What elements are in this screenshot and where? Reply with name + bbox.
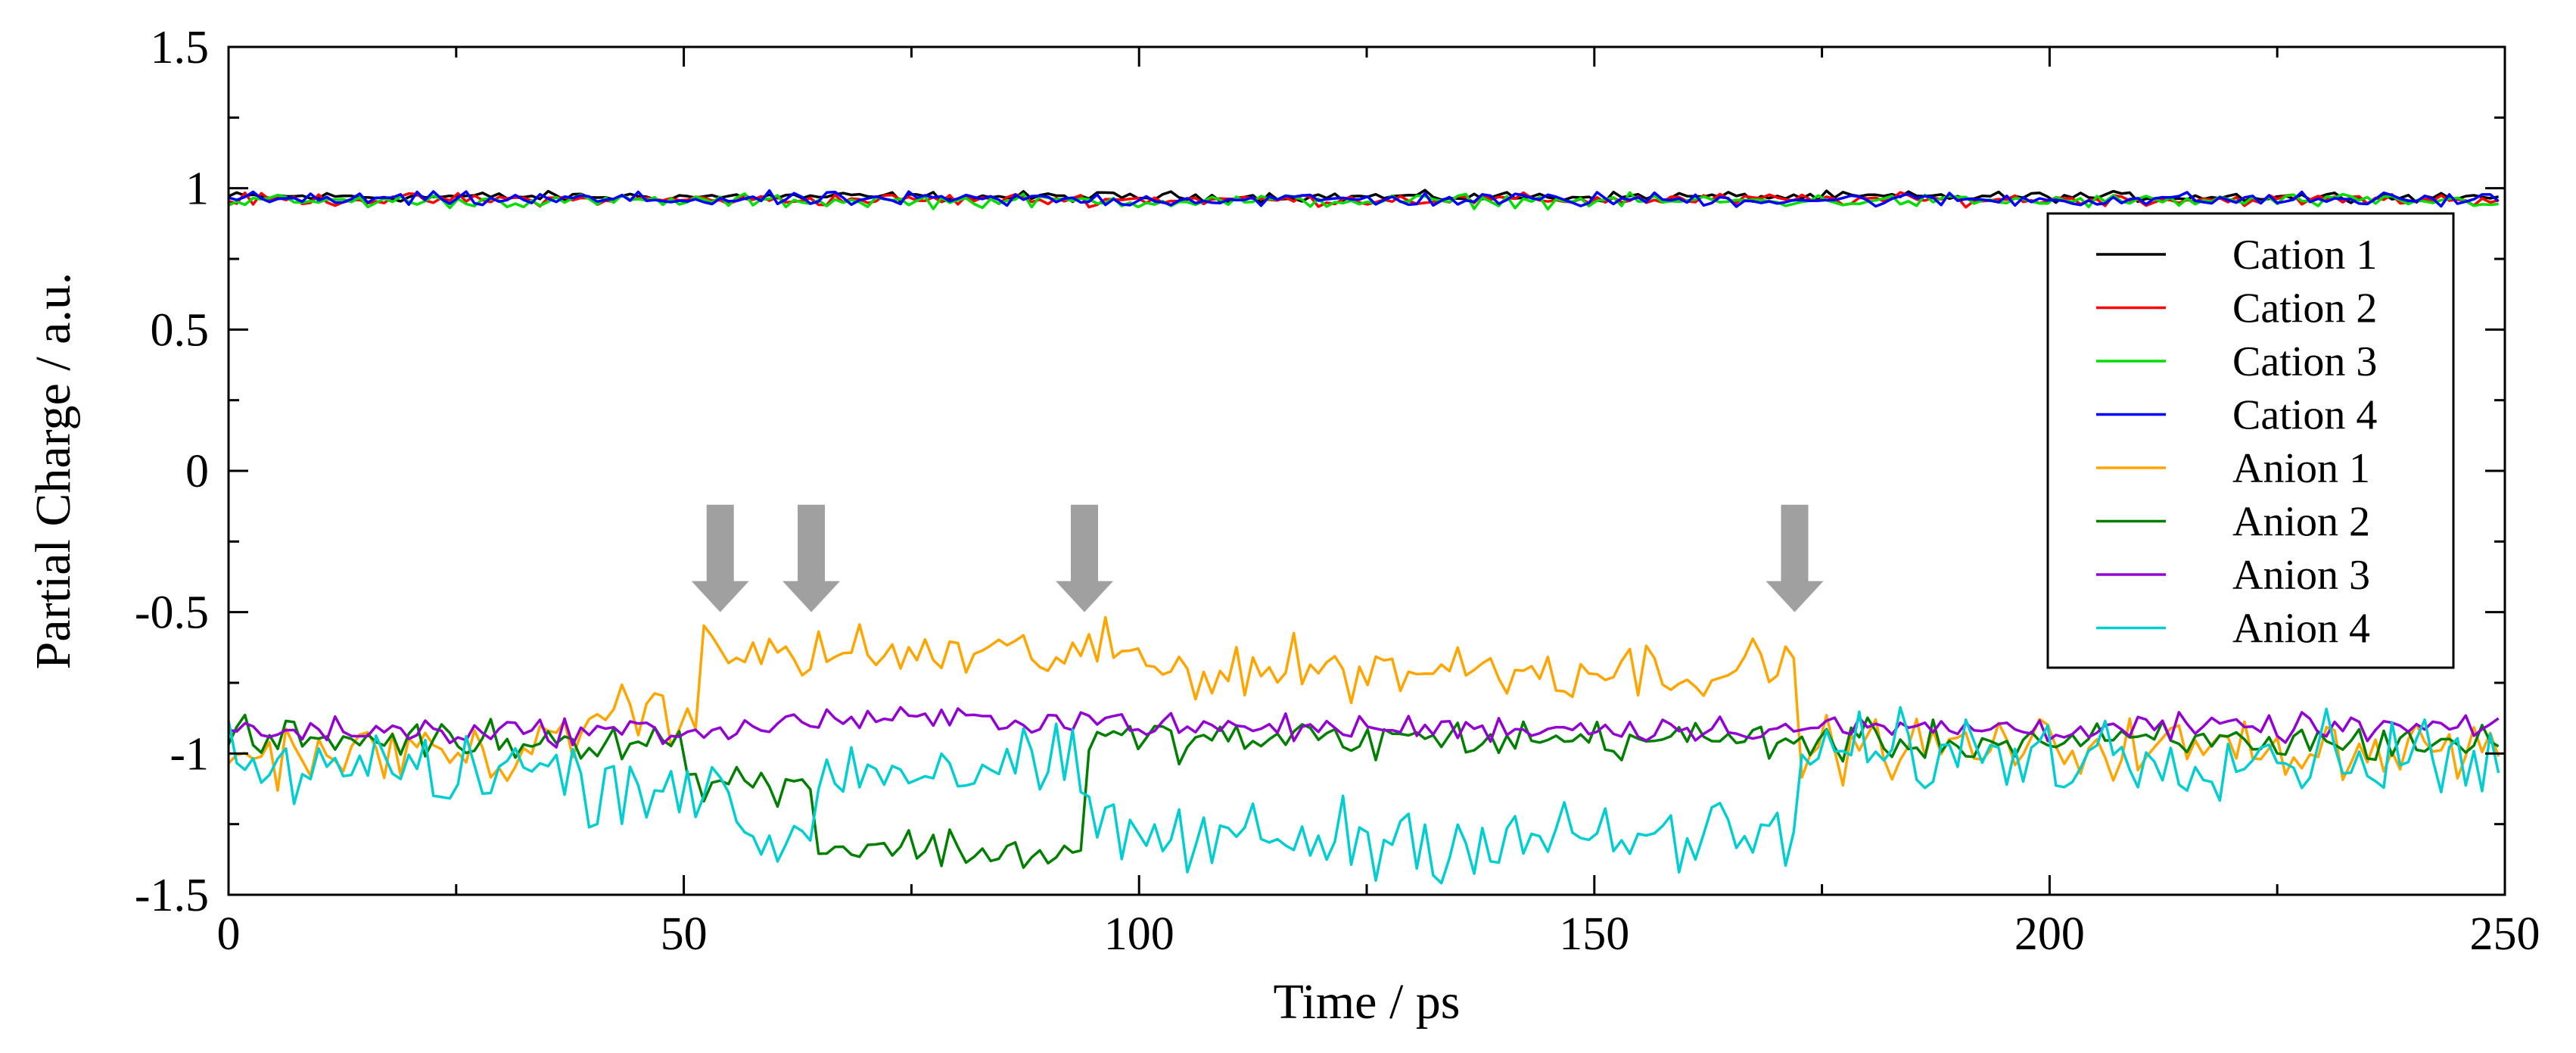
series-line-anion-2 <box>227 713 2500 869</box>
legend-label: Anion 1 <box>2232 445 2370 492</box>
y-tick-label: -0.5 <box>135 587 209 639</box>
x-tick-label: 50 <box>661 908 708 960</box>
legend-label: Cation 1 <box>2232 232 2377 279</box>
y-tick-label: 1.5 <box>151 22 210 73</box>
y-tick-label: -1.5 <box>135 870 209 921</box>
legend-box <box>2046 212 2455 669</box>
x-tick-label: 200 <box>2014 908 2085 960</box>
tick-layer: 0 50 100 150 200 250 -1.5 -1 -0.5 0 0.5 1 1.5 <box>135 22 2540 960</box>
event-arrow <box>782 504 841 612</box>
y-axis-title: Partial Charge / a.u. <box>26 273 81 670</box>
series-line-anion-4 <box>227 706 2500 885</box>
legend: Cation 1 Cation 2 Cation 3 Cation 4 Anion 1 A… <box>2046 212 2455 669</box>
series-layer <box>227 188 2500 885</box>
y-tick-label: 0.5 <box>151 304 210 356</box>
x-tick-label: 150 <box>1559 908 1629 960</box>
x-tick-label: 0 <box>217 908 241 960</box>
arrow-layer <box>691 504 1824 612</box>
x-tick-label: 100 <box>1104 908 1174 960</box>
event-arrow <box>1056 504 1114 612</box>
y-tick-label: 1 <box>185 164 209 215</box>
event-arrow <box>691 504 749 612</box>
series-line-anion-3 <box>228 706 2500 749</box>
series-line-anion-1 <box>227 615 2500 792</box>
x-tick-label: 250 <box>2470 908 2540 960</box>
legend-label: Cation 4 <box>2232 392 2377 439</box>
y-tick-label: -1 <box>170 728 209 780</box>
legend-label: Anion 4 <box>2232 606 2370 653</box>
series-line-cation-3 <box>228 191 2499 211</box>
legend-label: Anion 3 <box>2232 552 2370 599</box>
series-line-cation-4 <box>228 188 2500 208</box>
legend-label: Cation 2 <box>2232 285 2377 332</box>
legend-label: Cation 3 <box>2232 338 2377 385</box>
legend-label: Anion 2 <box>2232 499 2370 546</box>
y-tick-label: 0 <box>185 446 209 497</box>
event-arrow <box>1766 504 1824 612</box>
x-axis-title: Time / ps <box>1274 974 1461 1030</box>
